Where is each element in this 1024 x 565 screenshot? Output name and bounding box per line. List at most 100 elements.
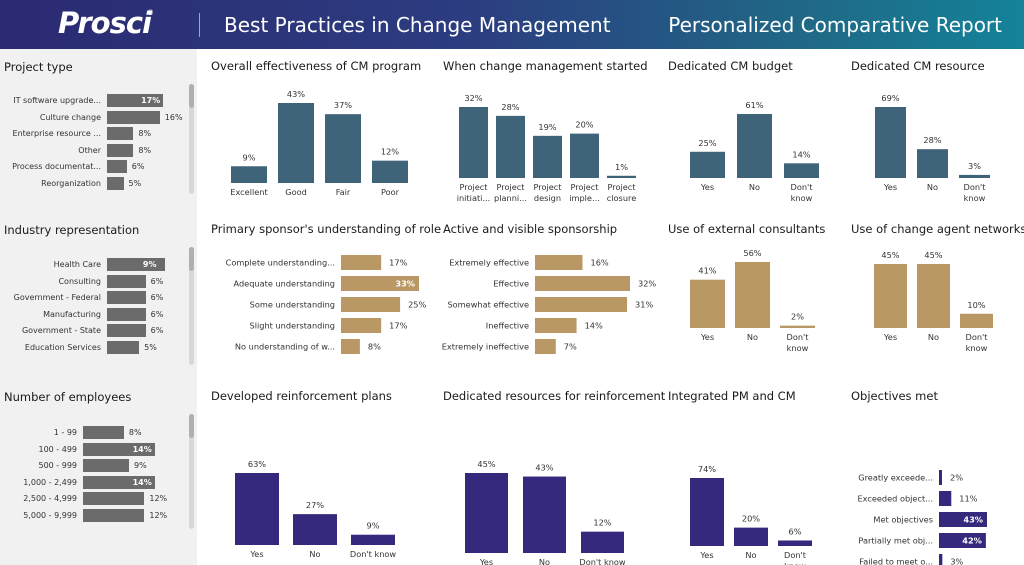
- filter-row-bar[interactable]: [83, 442, 155, 456]
- scroll-thumb[interactable]: [189, 414, 194, 438]
- registered-mark: ®: [147, 9, 154, 17]
- filter-row[interactable]: Health Care 9%: [0, 258, 197, 272]
- bar-value-label: 3%: [968, 161, 981, 171]
- filter-row-bar[interactable]: [107, 110, 160, 124]
- bar-value-label: 14%: [585, 321, 603, 331]
- chart-bar: [780, 325, 815, 328]
- filter-row-label: Education Services: [24, 342, 101, 352]
- filter-row-value: 8%: [138, 129, 152, 138]
- bar-value-label: 61%: [745, 100, 763, 110]
- filter-row[interactable]: 500 - 999 9%: [0, 459, 197, 473]
- filter-row[interactable]: Consulting 6%: [0, 274, 197, 289]
- category-label: design: [534, 193, 561, 203]
- category-label: No: [928, 332, 939, 342]
- category-label: Effective: [493, 279, 529, 289]
- filter-row-label: Reorganization: [41, 178, 101, 188]
- filter-row[interactable]: 100 - 499 14%: [0, 442, 197, 457]
- filter-row[interactable]: Process documentat... 6%: [0, 160, 197, 174]
- chart-card[interactable]: When change management started 32% Projec…: [443, 59, 653, 209]
- chart-title: Active and visible sponsorship: [443, 222, 618, 236]
- filter-row[interactable]: Reorganization 5%: [0, 176, 197, 191]
- chart-svg: 32%Projectinitiati...28%Projectplanni...…: [457, 93, 637, 203]
- chart-card[interactable]: Objectives met Greatly exceede... 2% Excee…: [851, 389, 1021, 565]
- panel-scrollbar[interactable]: [189, 247, 194, 365]
- filter-row[interactable]: Enterprise resource ... 8%: [0, 127, 197, 141]
- filter-row-bar[interactable]: [83, 426, 124, 439]
- filter-row-bar[interactable]: [83, 459, 130, 472]
- filter-row[interactable]: Education Services 5%: [0, 340, 197, 355]
- filter-row-bar[interactable]: [107, 291, 146, 304]
- category-label: Extremely effective: [449, 258, 529, 268]
- filter-row-label: Culture change: [39, 112, 101, 122]
- chart-card[interactable]: Active and visible sponsorship Extremely…: [442, 222, 658, 367]
- chart-card[interactable]: Developed reinforcement plans 63% Yes 27% N…: [211, 389, 431, 559]
- filter-row-label: 1,000 - 2,499: [23, 477, 77, 487]
- filter-row-label: Consulting: [58, 276, 101, 286]
- filter-row-value: 6%: [150, 276, 164, 286]
- panel-scrollbar[interactable]: [189, 414, 194, 529]
- filter-row[interactable]: Government - State 6%: [0, 324, 197, 338]
- bar-value-label: 12%: [381, 147, 399, 157]
- chart-card[interactable]: Dedicated CM resource 69% Yes 28% No 3% Don't…: [851, 59, 1021, 209]
- chart-card[interactable]: Use of external consultants 41% Yes 56% No 2…: [668, 222, 838, 367]
- filter-row-value: 9%: [142, 260, 157, 269]
- filter-row-bar[interactable]: [107, 176, 124, 190]
- bar-value-label: 2%: [950, 473, 963, 483]
- filter-row-bar[interactable]: [107, 94, 164, 107]
- filter-row-bar[interactable]: [107, 160, 127, 173]
- chart-bar: [734, 527, 768, 546]
- filter-row[interactable]: Culture change 16%: [0, 110, 197, 125]
- chart-bar: [465, 473, 508, 553]
- category-label: know: [966, 343, 988, 353]
- panel-scrollbar[interactable]: [189, 84, 194, 194]
- bar-value-label: 8%: [368, 342, 381, 352]
- chart-card[interactable]: Use of change agent networks 45% Yes 45% No…: [851, 222, 1024, 367]
- category-label: Yes: [883, 182, 897, 192]
- filter-row-label: IT software upgrade...: [13, 96, 101, 105]
- filter-row-bar[interactable]: [83, 475, 155, 489]
- chart-bar: [535, 255, 583, 270]
- filter-row[interactable]: IT software upgrade... 17%: [0, 94, 197, 108]
- filter-row[interactable]: Manufacturing 6%: [0, 307, 197, 322]
- category-label: No: [749, 182, 760, 192]
- chart-bar: [570, 133, 599, 178]
- filter-row-bar[interactable]: [107, 258, 165, 271]
- filter-row-bar[interactable]: [83, 492, 145, 505]
- bar-value-label: 43%: [287, 89, 305, 99]
- filter-row-bar[interactable]: [107, 127, 134, 140]
- filter-row-label: Manufacturing: [43, 309, 101, 319]
- chart-card[interactable]: Overall effectiveness of CM program 9% Ex…: [211, 59, 431, 209]
- filter-panel-industry: Industry representation Health Care 9% Con…: [0, 214, 197, 379]
- filter-row-label: 500 - 999: [38, 461, 77, 470]
- chart-card[interactable]: Primary sponsor's understanding of role …: [211, 222, 441, 367]
- filter-row-bar[interactable]: [107, 143, 134, 157]
- category-label: Yes: [700, 182, 714, 192]
- filter-row[interactable]: 5,000 - 9,999 12%: [0, 508, 197, 523]
- filter-row[interactable]: 1,000 - 2,499 14%: [0, 475, 197, 490]
- category-label: Yes: [699, 550, 713, 560]
- filter-row-bar[interactable]: [83, 508, 145, 522]
- filter-row[interactable]: 2,500 - 4,999 12%: [0, 492, 197, 506]
- chart-card[interactable]: Integrated PM and CM 74% Yes 20% No 6% Don'tk…: [668, 389, 838, 565]
- filter-panel-project-type: Project type IT software upgrade... 17% Cu…: [0, 49, 197, 214]
- filter-row[interactable]: Government - Federal 6%: [0, 291, 197, 305]
- filter-row[interactable]: 1 - 99 8%: [0, 426, 197, 440]
- filter-row-bar[interactable]: [107, 324, 146, 337]
- filter-row-value: 9%: [134, 461, 147, 470]
- panel-title-project-type: Project type: [4, 60, 73, 74]
- filter-row-label: Health Care: [53, 260, 101, 269]
- chart-card[interactable]: Dedicated resources for reinforcement 45…: [443, 389, 665, 565]
- category-label: Extremely ineffective: [442, 342, 529, 352]
- filter-row-bar[interactable]: [107, 340, 140, 354]
- category-label: Greatly exceede...: [858, 473, 933, 483]
- filter-row-bar[interactable]: [107, 307, 146, 321]
- scroll-thumb[interactable]: [189, 84, 194, 108]
- filter-row-value: 5%: [128, 178, 142, 188]
- bar-value-label: 3%: [950, 557, 963, 565]
- chart-card[interactable]: Dedicated CM budget 25% Yes 61% No 14% Don't k…: [668, 59, 838, 209]
- filter-row-bar[interactable]: [107, 274, 146, 288]
- filter-row[interactable]: Other 8%: [0, 143, 197, 158]
- scroll-thumb[interactable]: [189, 247, 194, 271]
- prosci-logo[interactable]: Prosci: [58, 6, 152, 40]
